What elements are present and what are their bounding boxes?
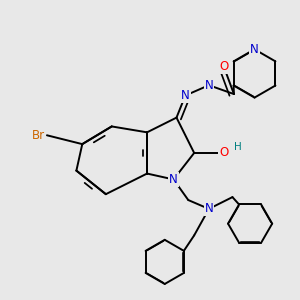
- Text: Br: Br: [32, 129, 45, 142]
- Text: N: N: [169, 173, 178, 186]
- Text: N: N: [205, 79, 213, 92]
- Text: N: N: [250, 43, 259, 56]
- Text: H: H: [235, 142, 242, 152]
- Text: N: N: [205, 202, 213, 215]
- Text: O: O: [219, 146, 228, 159]
- Text: O: O: [219, 60, 228, 73]
- Text: N: N: [181, 89, 190, 102]
